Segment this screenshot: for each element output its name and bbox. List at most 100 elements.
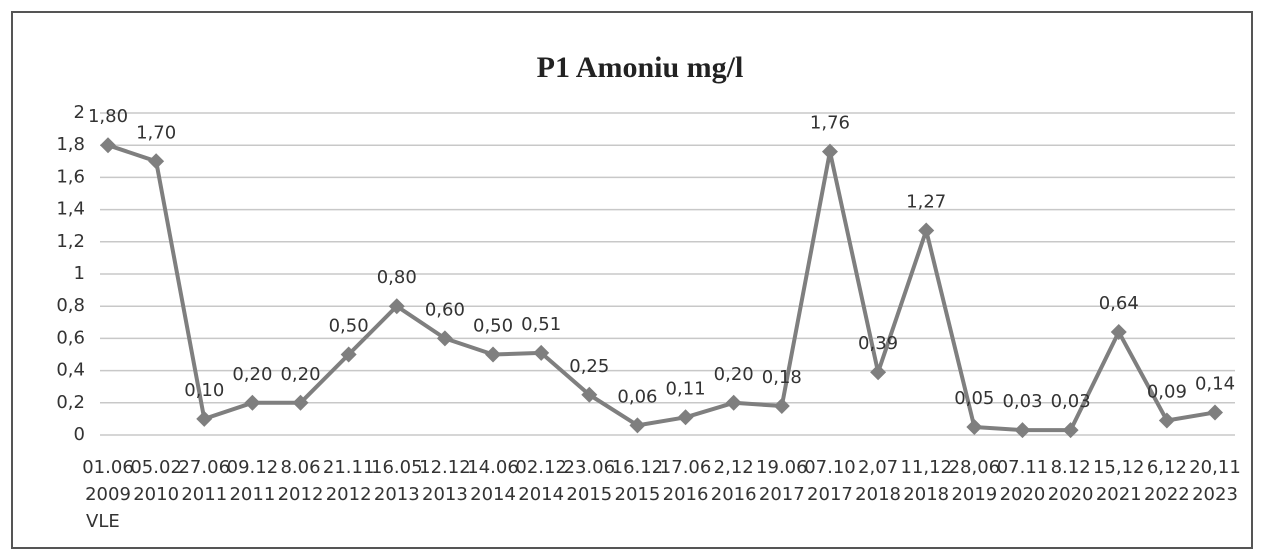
x-tick-label: 2012 xyxy=(278,484,324,505)
x-tick-label: 16.05 xyxy=(371,457,423,478)
x-tick-label: 07.10 xyxy=(804,457,856,478)
x-tick-label: 17.06 xyxy=(660,457,712,478)
x-tick-label: 2022 xyxy=(1144,484,1190,505)
x-tick-label: 12.12 xyxy=(419,457,471,478)
x-tick-label: 2014 xyxy=(518,484,564,505)
data-label: 1,76 xyxy=(810,113,850,134)
data-label: 0,11 xyxy=(666,378,706,399)
x-tick-label: 8.06 xyxy=(280,457,320,478)
x-tick-label: 2,07 xyxy=(858,457,898,478)
data-point xyxy=(148,153,165,170)
data-point xyxy=(821,143,838,160)
data-label: 0,50 xyxy=(473,316,513,337)
data-point xyxy=(1110,323,1127,340)
x-tick-label: 2020 xyxy=(1000,484,1046,505)
data-label: 0,20 xyxy=(714,364,754,385)
x-tick-label: 2009 xyxy=(85,484,131,505)
x-tick-label: VLE xyxy=(86,511,120,532)
data-point xyxy=(196,410,213,427)
data-point xyxy=(629,417,646,434)
data-point xyxy=(1014,422,1031,439)
data-label: 1,80 xyxy=(88,106,128,127)
data-point xyxy=(533,344,550,361)
data-point xyxy=(1158,412,1175,429)
data-point xyxy=(100,137,116,154)
data-point xyxy=(292,394,309,411)
x-tick-label: 2016 xyxy=(663,484,709,505)
x-tick-label: 21.11 xyxy=(323,457,375,478)
x-tick-label: 09.12 xyxy=(227,457,279,478)
y-tick-label: 1 xyxy=(74,263,85,284)
data-line xyxy=(107,143,1216,433)
data-point xyxy=(773,398,790,415)
y-tick-label: 0,6 xyxy=(56,327,85,348)
x-tick-label: 27.06 xyxy=(178,457,230,478)
data-point xyxy=(340,346,357,363)
x-tick-label: 2013 xyxy=(422,484,468,505)
x-tick-label: 15,12 xyxy=(1093,457,1145,478)
y-tick-label: 1,6 xyxy=(56,166,85,187)
data-point xyxy=(870,364,887,381)
x-tick-label: 2017 xyxy=(759,484,805,505)
x-tick-label: 2,12 xyxy=(714,457,754,478)
data-point xyxy=(725,394,742,411)
data-label: 0,03 xyxy=(1051,391,1091,412)
data-point xyxy=(1062,422,1079,439)
x-tick-label: 05.02 xyxy=(130,457,182,478)
data-label: 0,39 xyxy=(858,333,898,354)
x-tick-label: 16.12 xyxy=(612,457,664,478)
data-label: 0,20 xyxy=(280,364,320,385)
data-label: 0,60 xyxy=(425,299,465,320)
x-tick-label: 2018 xyxy=(903,484,949,505)
data-point xyxy=(485,346,502,363)
x-tick-label: 2021 xyxy=(1096,484,1142,505)
data-point xyxy=(918,222,935,239)
x-tick-label: 11,12 xyxy=(900,457,952,478)
y-tick-label: 0,4 xyxy=(56,360,85,381)
data-label: 0,80 xyxy=(377,267,417,288)
data-label: 0,50 xyxy=(329,316,369,337)
x-tick-label: 14.06 xyxy=(467,457,519,478)
x-tick-label: 01.06 xyxy=(82,457,134,478)
data-label: 0,03 xyxy=(1002,391,1042,412)
x-tick-label: 28,06 xyxy=(949,457,1001,478)
chart-frame xyxy=(11,11,1253,549)
x-tick-label: 02.12 xyxy=(515,457,567,478)
y-tick-label: 1,2 xyxy=(56,231,85,252)
data-label: 0,51 xyxy=(521,314,561,335)
x-tick-label: 2013 xyxy=(374,484,420,505)
x-tick-label: 2023 xyxy=(1192,484,1238,505)
x-tick-label: 6,12 xyxy=(1147,457,1187,478)
x-tick-label: 23.06 xyxy=(564,457,616,478)
data-label: 1,27 xyxy=(906,192,946,213)
x-tick-label: 20,11 xyxy=(1189,457,1241,478)
data-label: 0,10 xyxy=(184,380,224,401)
data-label: 0,25 xyxy=(569,356,609,377)
x-tick-label: 2017 xyxy=(807,484,853,505)
x-tick-label: 2015 xyxy=(615,484,661,505)
chart-title: P1 Amoniu mg/l xyxy=(537,51,744,84)
data-point xyxy=(677,409,694,426)
data-label: 0,18 xyxy=(762,367,802,388)
y-tick-label: 1,8 xyxy=(56,134,85,155)
data-point xyxy=(244,394,261,411)
x-tick-label: 2014 xyxy=(470,484,516,505)
data-point xyxy=(581,386,598,403)
x-tick-label: 2012 xyxy=(326,484,372,505)
x-tick-label: 2015 xyxy=(566,484,612,505)
data-label: 0,64 xyxy=(1099,293,1139,314)
y-tick-label: 1,4 xyxy=(56,199,85,220)
data-label: 0,09 xyxy=(1147,382,1187,403)
x-tick-label: 2019 xyxy=(951,484,997,505)
x-tick-label: 19.06 xyxy=(756,457,808,478)
x-tick-label: 2011 xyxy=(229,484,275,505)
x-tick-label: 2011 xyxy=(181,484,227,505)
y-tick-label: 0,8 xyxy=(56,295,85,316)
data-point xyxy=(966,418,983,435)
x-tick-label: 2018 xyxy=(855,484,901,505)
data-point xyxy=(388,298,405,315)
data-label: 0,05 xyxy=(954,388,994,409)
data-label: 0,14 xyxy=(1195,373,1235,394)
y-tick-label: 2 xyxy=(74,102,85,123)
